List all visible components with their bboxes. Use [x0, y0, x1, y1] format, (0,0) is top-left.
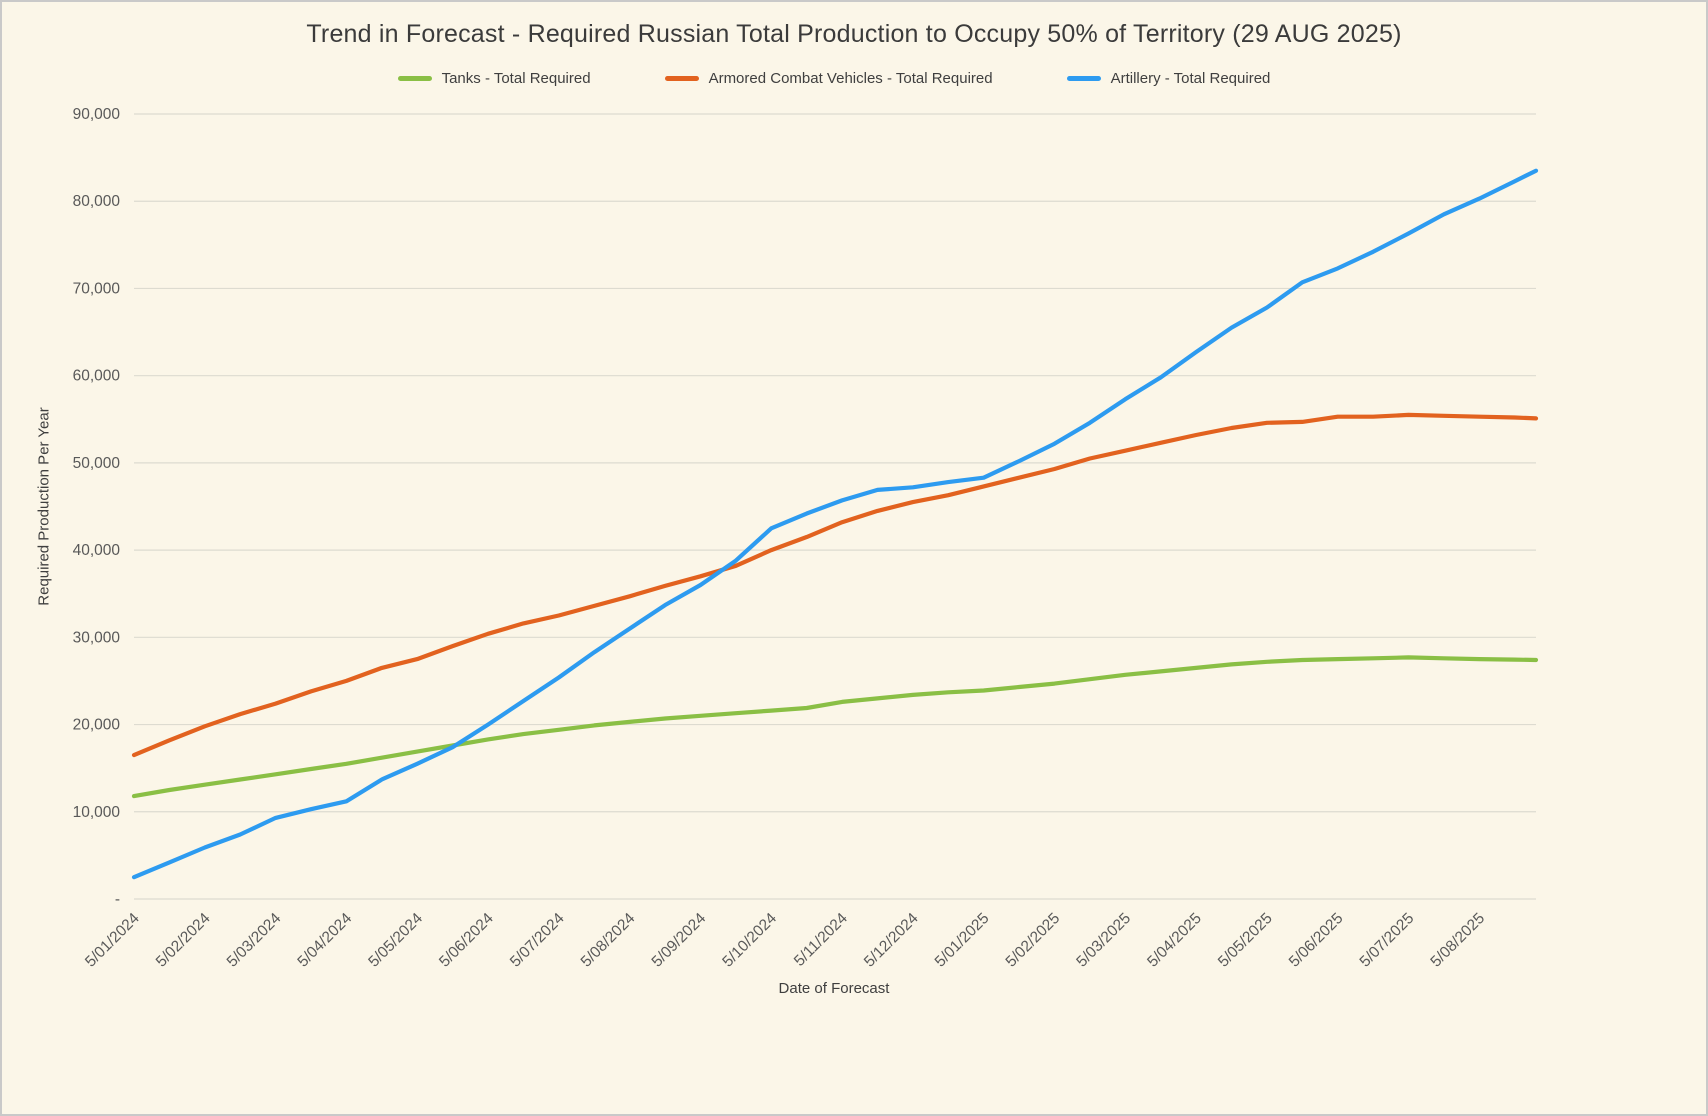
x-tick-label: 5/11/2024 [791, 910, 851, 970]
y-tick-label: 70,000 [73, 280, 121, 297]
legend-swatch [664, 76, 699, 81]
x-tick-label: 5/02/2024 [153, 910, 214, 971]
x-tick-label: 5/07/2025 [1357, 910, 1418, 971]
y-axis-title: Required Production Per Year [35, 407, 53, 606]
legend-label: Tanks - Total Required [441, 70, 591, 87]
y-tick-label: 90,000 [73, 106, 121, 123]
x-tick-label: 5/07/2024 [507, 910, 568, 971]
legend-item: Artillery - Total Required [1066, 70, 1271, 87]
y-tick-label: 40,000 [73, 542, 121, 559]
x-tick-label: 5/06/2024 [436, 910, 497, 971]
y-tick-label: 10,000 [73, 804, 121, 821]
x-tick-label: 5/04/2024 [294, 910, 355, 971]
y-tick-label: 20,000 [73, 717, 121, 734]
legend-label: Armored Combat Vehicles - Total Required [708, 70, 993, 87]
x-tick-label: 5/05/2025 [1215, 910, 1276, 971]
chart-title: Trend in Forecast - Required Russian Tot… [306, 20, 1402, 48]
y-tick-label: 60,000 [73, 368, 121, 385]
y-tick-label: 80,000 [73, 193, 121, 210]
legend-swatch [397, 76, 432, 81]
legend-item: Armored Combat Vehicles - Total Required [664, 70, 993, 87]
x-tick-label: 5/08/2024 [578, 910, 639, 971]
y-tick-label: 30,000 [73, 629, 121, 646]
y-tick-label: 50,000 [73, 455, 121, 472]
x-tick-label: 5/05/2024 [365, 910, 426, 971]
x-tick-label: 5/02/2025 [1003, 910, 1064, 971]
series-line-tanks [131, 655, 1539, 799]
y-tick-label: - [115, 891, 120, 908]
legend-item: Tanks - Total Required [397, 70, 591, 87]
x-tick-label: 5/01/2025 [932, 910, 993, 971]
x-tick-label: 5/06/2025 [1286, 910, 1347, 971]
series-line-armored [131, 412, 1539, 758]
x-tick-label: 5/01/2024 [82, 910, 143, 971]
series-line-artillery [131, 168, 1539, 880]
x-tick-label: 5/03/2025 [1073, 910, 1134, 971]
x-tick-label: 5/08/2025 [1427, 910, 1488, 971]
x-tick-label: 5/03/2024 [224, 910, 285, 971]
x-tick-label: 5/09/2024 [649, 910, 710, 971]
chart-legend: Tanks - Total Required Armored Combat Veh… [132, 70, 1536, 87]
x-tick-label: 5/10/2024 [719, 910, 780, 971]
x-tick-label: 5/12/2024 [861, 910, 922, 971]
legend-swatch [1066, 76, 1101, 81]
legend-label: Artillery - Total Required [1110, 70, 1271, 87]
x-axis-title: Date of Forecast [778, 980, 890, 997]
x-tick-label: 5/04/2025 [1144, 910, 1205, 971]
